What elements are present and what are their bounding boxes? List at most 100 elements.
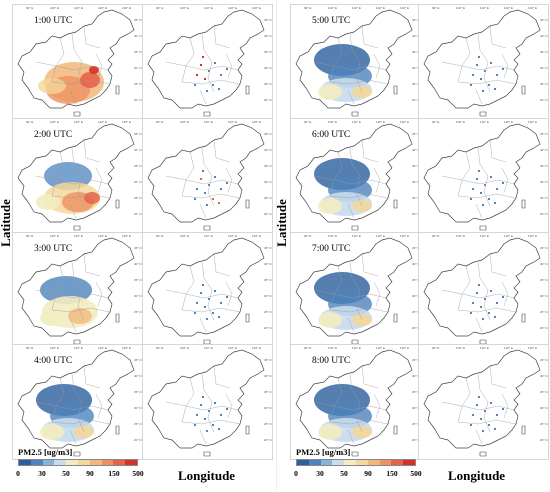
longitude-tick: 130° E bbox=[122, 346, 132, 350]
latitude-tick: 40° N bbox=[412, 262, 420, 266]
latitude-tick: 30° N bbox=[412, 66, 420, 70]
longitude-tick: 130° E bbox=[122, 120, 132, 124]
latitude-tick: 45° N bbox=[134, 18, 142, 22]
longitude-tick: 130° E bbox=[122, 234, 132, 238]
longitude-tick: 100° E bbox=[456, 346, 466, 350]
latitude-tick: 40° N bbox=[540, 374, 548, 378]
pm25-difference-map-5: 90° E 100° E 110° E 120° E 130° E 45° N 40° N 3… bbox=[418, 4, 549, 120]
longitude-tick: 100° E bbox=[180, 234, 190, 238]
longitude-tick: 100° E bbox=[50, 234, 60, 238]
longitude-tick: 110° E bbox=[74, 6, 83, 10]
longitude-tick: 120° E bbox=[228, 346, 238, 350]
longitude-tick: 90° E bbox=[432, 6, 440, 10]
latitude-tick: 45° N bbox=[540, 132, 548, 136]
longitude-tick: 120° E bbox=[228, 6, 238, 10]
legend-swatch bbox=[54, 460, 67, 465]
china-map bbox=[142, 232, 273, 348]
x-axis-label-left: Longitude bbox=[178, 468, 236, 483]
legend-tick: 500 bbox=[410, 469, 422, 478]
latitude-tick: 25° N bbox=[412, 310, 420, 314]
panel-time-label: 2:00 UTC bbox=[34, 130, 73, 140]
latitude-tick: 25° N bbox=[134, 422, 142, 426]
longitude-tick: 90° E bbox=[156, 346, 164, 350]
china-map bbox=[290, 232, 421, 348]
latitude-tick: 45° N bbox=[264, 18, 272, 22]
panel-time-label: 7:00 UTC bbox=[312, 244, 351, 254]
pm25-difference-map-7: 90° E 100° E 110° E 120° E 130° E 45° N 40° N 3… bbox=[418, 232, 549, 348]
legend-swatch bbox=[344, 460, 356, 465]
legend-tick: 30 bbox=[38, 469, 46, 478]
longitude-tick: 110° E bbox=[480, 6, 489, 10]
latitude-tick: 30° N bbox=[412, 406, 420, 410]
latitude-tick: 25° N bbox=[540, 196, 548, 200]
legend-tick: 90 bbox=[86, 469, 94, 478]
latitude-tick: 25° N bbox=[134, 82, 142, 86]
pm25-difference-map-3: 90° E 100° E 110° E 120° E 130° E 45° N 40° N 3… bbox=[142, 232, 273, 348]
legend-title: PM2.5 [ug/m3] bbox=[296, 447, 351, 457]
longitude-tick: 120° E bbox=[376, 120, 386, 124]
longitude-tick: 130° E bbox=[400, 6, 410, 10]
legend-swatch bbox=[367, 460, 380, 465]
longitude-tick: 100° E bbox=[456, 6, 466, 10]
longitude-tick: 90° E bbox=[156, 120, 164, 124]
legend-swatch bbox=[355, 460, 368, 465]
latitude-tick: 40° N bbox=[412, 34, 420, 38]
china-map bbox=[418, 232, 549, 348]
legend-swatch bbox=[379, 460, 392, 465]
x-axis-label-right: Longitude bbox=[448, 468, 506, 483]
latitude-tick: 40° N bbox=[134, 34, 142, 38]
legend-swatch bbox=[320, 460, 333, 465]
panel-time-label: 5:00 UTC bbox=[312, 16, 351, 26]
latitude-tick: 45° N bbox=[264, 358, 272, 362]
legend-swatch bbox=[42, 460, 55, 465]
latitude-tick: 45° N bbox=[412, 246, 420, 250]
latitude-tick: 30° N bbox=[134, 66, 142, 70]
latitude-tick: 25° N bbox=[134, 310, 142, 314]
longitude-tick: 130° E bbox=[252, 234, 262, 238]
latitude-tick: 40° N bbox=[540, 34, 548, 38]
latitude-tick: 20° N bbox=[134, 438, 142, 442]
latitude-tick: 30° N bbox=[264, 180, 272, 184]
legend-swatch bbox=[113, 460, 126, 465]
legend-tick: 0 bbox=[16, 469, 20, 478]
longitude-tick: 110° E bbox=[204, 234, 213, 238]
latitude-tick: 30° N bbox=[540, 66, 548, 70]
latitude-tick: 45° N bbox=[412, 358, 420, 362]
longitude-tick: 110° E bbox=[74, 120, 83, 124]
legend-swatch bbox=[391, 460, 404, 465]
legend-tick: 30 bbox=[316, 469, 324, 478]
latitude-tick: 45° N bbox=[540, 246, 548, 250]
longitude-tick: 110° E bbox=[352, 6, 361, 10]
pm25-difference-map-1: 90° E 100° E 110° E 120° E 130° E 45° N 40° N 3… bbox=[142, 4, 273, 120]
longitude-tick: 100° E bbox=[328, 346, 338, 350]
latitude-tick: 40° N bbox=[134, 374, 142, 378]
latitude-tick: 35° N bbox=[540, 390, 548, 394]
legend-swatch bbox=[66, 460, 78, 465]
pm25-map-4: 90° E 100° E 110° E 120° E 130° E 45° N 40° N 3… bbox=[12, 344, 143, 460]
legend-colorbar bbox=[18, 459, 138, 466]
longitude-tick: 110° E bbox=[480, 234, 489, 238]
pm25-map-1: 90° E 100° E 110° E 120° E 130° E 45° N 40° N 3… bbox=[12, 4, 143, 120]
latitude-tick: 20° N bbox=[540, 326, 548, 330]
latitude-tick: 20° N bbox=[264, 98, 272, 102]
latitude-tick: 30° N bbox=[540, 180, 548, 184]
longitude-tick: 100° E bbox=[50, 346, 60, 350]
longitude-tick: 100° E bbox=[50, 6, 60, 10]
latitude-tick: 45° N bbox=[134, 246, 142, 250]
legend-swatch bbox=[19, 460, 31, 465]
longitude-tick: 110° E bbox=[352, 234, 361, 238]
latitude-tick: 20° N bbox=[412, 98, 420, 102]
longitude-tick: 90° E bbox=[156, 6, 164, 10]
latitude-tick: 30° N bbox=[264, 66, 272, 70]
longitude-tick: 100° E bbox=[456, 234, 466, 238]
latitude-tick: 35° N bbox=[540, 164, 548, 168]
longitude-tick: 120° E bbox=[228, 120, 238, 124]
legend-tick: 500 bbox=[132, 469, 144, 478]
longitude-tick: 90° E bbox=[432, 120, 440, 124]
panel-time-label: 4:00 UTC bbox=[34, 356, 73, 366]
latitude-tick: 20° N bbox=[412, 212, 420, 216]
china-map bbox=[142, 344, 273, 460]
longitude-tick: 130° E bbox=[400, 120, 410, 124]
latitude-tick: 45° N bbox=[134, 358, 142, 362]
latitude-tick: 25° N bbox=[264, 422, 272, 426]
